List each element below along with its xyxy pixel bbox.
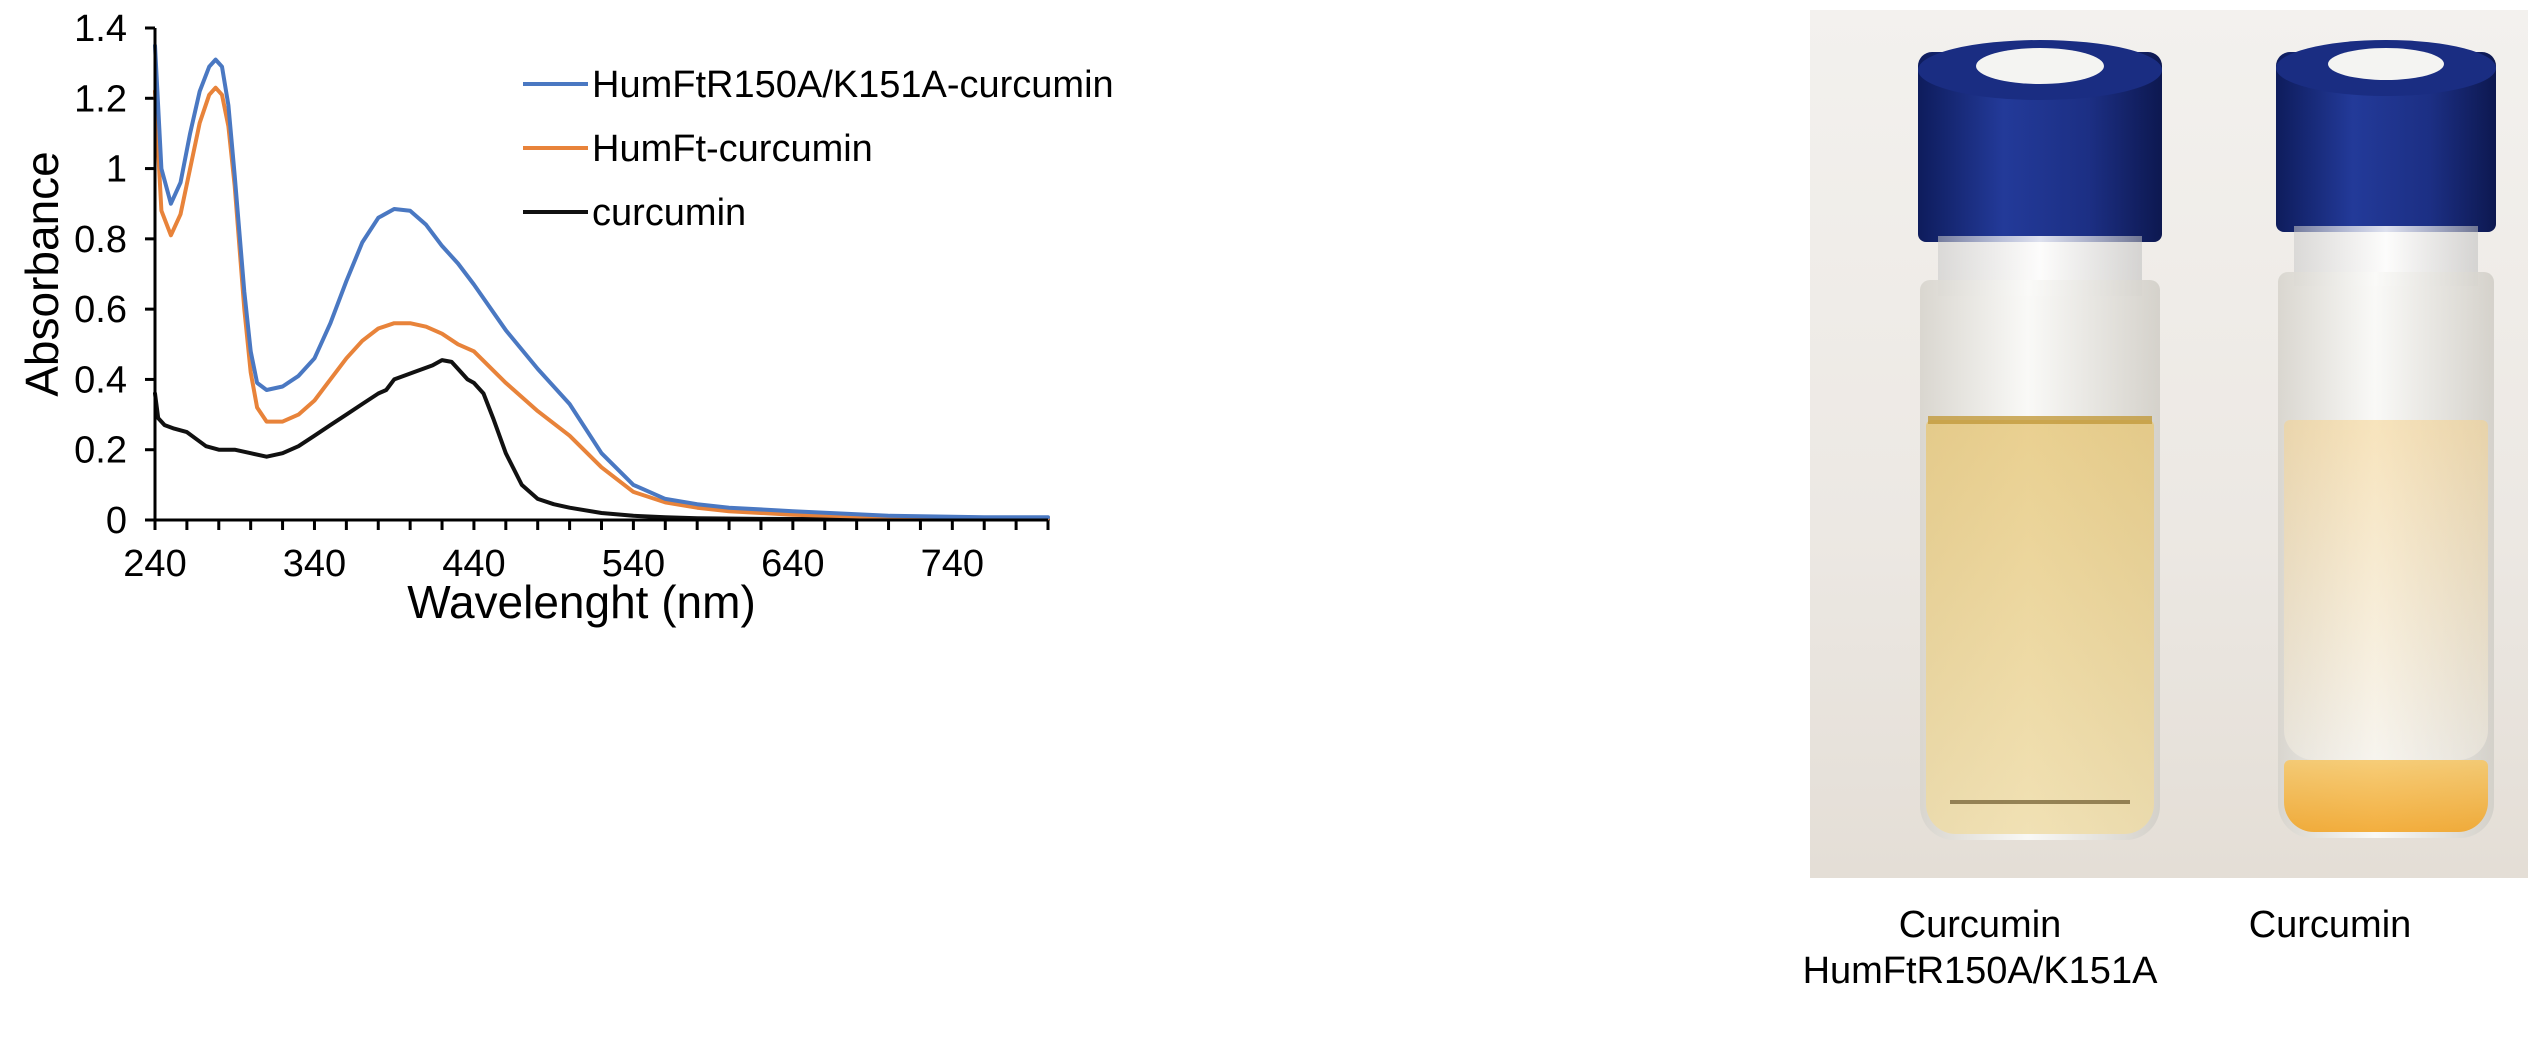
- legend-label: HumFtR150A/K151A-curcumin: [592, 64, 1114, 106]
- y-tick-label: 1: [106, 149, 127, 191]
- y-tick-label: 0.2: [74, 430, 127, 472]
- vial-right: [2270, 40, 2528, 860]
- x-tick-label: 540: [602, 543, 665, 585]
- x-tick-label: 240: [123, 543, 186, 585]
- x-axis-title: Wavelenght (nm): [407, 576, 756, 628]
- vials-photo: [1810, 10, 2528, 878]
- x-axis-ticks: 240 340 440 540 640 740: [123, 520, 1050, 585]
- vial-right-label: Curcumin: [2248, 904, 2412, 946]
- x-tick-label: 740: [921, 543, 984, 585]
- septum-icon: [1976, 48, 2104, 84]
- y-tick-label: 1.2: [74, 78, 127, 120]
- x-tick-label: 340: [283, 543, 346, 585]
- chart-legend: HumFtR150A/K151A-curcumin HumFt-curcumin c…: [523, 64, 1114, 234]
- legend-label: HumFt-curcumin: [592, 128, 873, 170]
- vial-left: [1910, 40, 2190, 860]
- x-tick-label: 640: [761, 543, 824, 585]
- y-axis-title: Absorbance: [16, 151, 68, 397]
- series-line-2: [153, 358, 1050, 522]
- legend-label: curcumin: [592, 192, 746, 234]
- y-tick-label: 0: [106, 500, 127, 542]
- x-tick-label: 440: [442, 543, 505, 585]
- series-line-1: [153, 85, 1050, 521]
- y-tick-label: 0.8: [74, 219, 127, 261]
- septum-icon: [2328, 48, 2444, 80]
- vial-left-label: Curcumin HumFtR150A/K151A: [1802, 904, 2158, 992]
- y-axis-ticks: 0 0.2 0.4 0.6 0.8 1 1.2 1.4: [74, 8, 155, 542]
- series-lines: [153, 43, 1050, 522]
- y-tick-label: 0.6: [74, 289, 127, 331]
- liquid-right: [2284, 760, 2488, 832]
- absorbance-chart: 00.20.40.60.811.21.4 240 340 440 540 640 740 …: [16, 8, 1114, 628]
- series-line-0: [153, 43, 1050, 520]
- y-tick-label: 0.4: [74, 359, 127, 401]
- liquid-left: [1926, 420, 2154, 834]
- y-tick-label: 1.4: [74, 8, 127, 50]
